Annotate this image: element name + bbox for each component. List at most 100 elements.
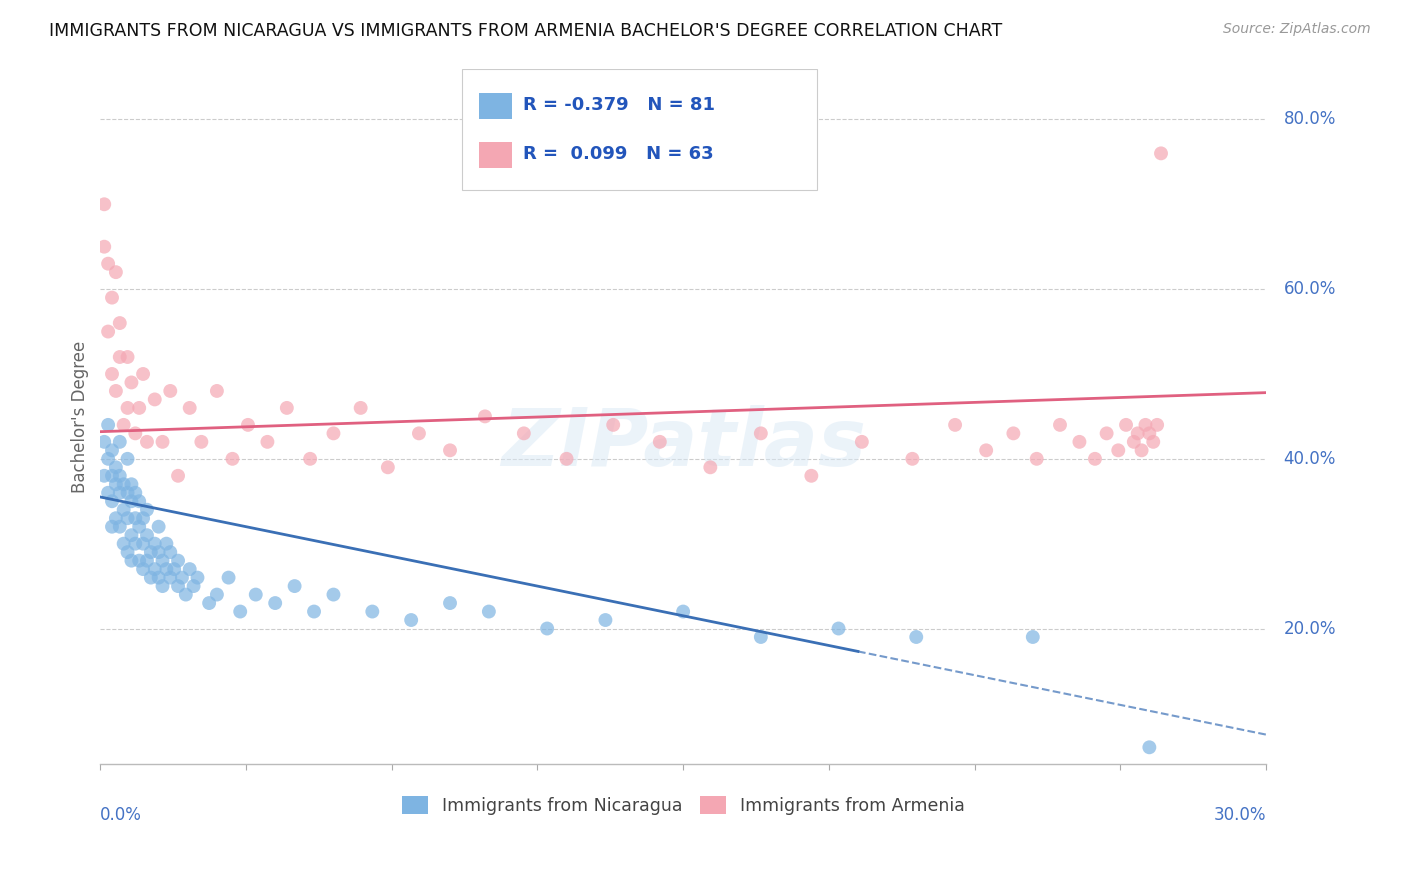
- Point: [536, 622, 558, 636]
- Point: [101, 494, 124, 508]
- Point: [143, 536, 166, 550]
- Point: [139, 545, 162, 559]
- Point: [167, 468, 190, 483]
- Point: [699, 460, 721, 475]
- Point: [104, 384, 127, 398]
- Point: [93, 240, 115, 254]
- Point: [112, 417, 135, 432]
- Point: [120, 477, 142, 491]
- Point: [198, 596, 221, 610]
- Point: [117, 545, 139, 559]
- Point: [1002, 426, 1025, 441]
- Point: [851, 434, 873, 449]
- Text: 20.0%: 20.0%: [1284, 620, 1336, 638]
- Point: [93, 468, 115, 483]
- Point: [478, 605, 501, 619]
- Point: [124, 536, 146, 550]
- Point: [159, 571, 181, 585]
- Point: [174, 588, 197, 602]
- Point: [101, 468, 124, 483]
- Point: [190, 434, 212, 449]
- Point: [148, 519, 170, 533]
- Point: [159, 545, 181, 559]
- Point: [108, 350, 131, 364]
- Point: [155, 562, 177, 576]
- Point: [236, 417, 259, 432]
- Point: [93, 197, 115, 211]
- Point: [120, 494, 142, 508]
- Point: [112, 477, 135, 491]
- Point: [112, 536, 135, 550]
- Point: [170, 571, 193, 585]
- Point: [124, 426, 146, 441]
- Point: [136, 528, 159, 542]
- Point: [128, 494, 150, 508]
- Point: [139, 571, 162, 585]
- Point: [749, 630, 772, 644]
- Point: [152, 579, 174, 593]
- Point: [117, 401, 139, 415]
- FancyBboxPatch shape: [479, 142, 512, 168]
- Point: [120, 376, 142, 390]
- Point: [132, 511, 155, 525]
- Point: [974, 443, 997, 458]
- Point: [399, 613, 422, 627]
- Point: [159, 384, 181, 398]
- Point: [322, 588, 344, 602]
- Point: [602, 417, 624, 432]
- Text: R = -0.379   N = 81: R = -0.379 N = 81: [523, 96, 716, 114]
- Point: [205, 588, 228, 602]
- Point: [148, 545, 170, 559]
- Point: [104, 477, 127, 491]
- Point: [1126, 426, 1149, 441]
- FancyBboxPatch shape: [461, 69, 817, 190]
- Point: [117, 451, 139, 466]
- Point: [183, 579, 205, 593]
- Point: [1069, 434, 1091, 449]
- Point: [672, 605, 695, 619]
- Point: [112, 502, 135, 516]
- Point: [377, 460, 399, 475]
- Point: [1022, 630, 1045, 644]
- Point: [302, 605, 325, 619]
- Point: [93, 434, 115, 449]
- Point: [124, 511, 146, 525]
- Point: [1137, 740, 1160, 755]
- Point: [1095, 426, 1118, 441]
- Point: [322, 426, 344, 441]
- Text: Source: ZipAtlas.com: Source: ZipAtlas.com: [1223, 22, 1371, 37]
- Legend: Immigrants from Nicaragua, Immigrants from Armenia: Immigrants from Nicaragua, Immigrants fr…: [395, 789, 972, 822]
- Point: [143, 562, 166, 576]
- Point: [299, 451, 322, 466]
- Point: [167, 579, 190, 593]
- Point: [901, 451, 924, 466]
- Point: [284, 579, 307, 593]
- Point: [827, 622, 849, 636]
- Point: [117, 511, 139, 525]
- Point: [245, 588, 267, 602]
- Point: [128, 401, 150, 415]
- Point: [101, 291, 124, 305]
- Point: [595, 613, 617, 627]
- Point: [1137, 426, 1160, 441]
- Point: [264, 596, 287, 610]
- Point: [97, 417, 120, 432]
- Point: [108, 485, 131, 500]
- Point: [97, 325, 120, 339]
- Point: [163, 562, 186, 576]
- Point: [439, 596, 461, 610]
- Point: [104, 460, 127, 475]
- Point: [179, 562, 201, 576]
- Point: [439, 443, 461, 458]
- Text: 40.0%: 40.0%: [1284, 450, 1336, 467]
- Point: [136, 554, 159, 568]
- Point: [221, 451, 243, 466]
- Y-axis label: Bachelor's Degree: Bachelor's Degree: [72, 340, 89, 492]
- Point: [408, 426, 430, 441]
- Point: [1130, 443, 1153, 458]
- Point: [128, 554, 150, 568]
- Point: [120, 528, 142, 542]
- Point: [108, 316, 131, 330]
- Point: [1084, 451, 1107, 466]
- Point: [276, 401, 298, 415]
